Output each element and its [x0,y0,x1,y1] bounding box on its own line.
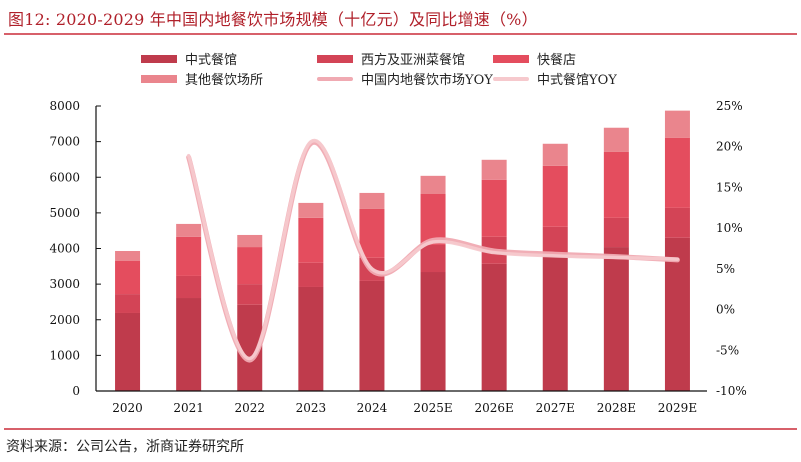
legend-item-fast-food: 快餐店 [493,49,576,68]
bar-segment [237,234,263,248]
x-tick-label: 2029E [658,401,697,415]
bar-segment [115,294,141,313]
legend-label: 快餐店 [537,53,577,68]
bar-segment [603,151,629,218]
legend-label: 其他餐饮场所 [185,73,264,88]
legend-label: 中国内地餐饮市场YOY [361,73,493,88]
bar-segment [603,217,629,248]
bar-segment [664,137,690,208]
bar-segment [298,217,324,263]
legend-label: 中式餐馆YOY [537,73,617,88]
bar-segment [420,272,446,391]
y-left-tick-label: 0 [72,384,80,398]
bar-segment [176,223,202,237]
legend-item-chinese-restaurant: 中式餐馆 [141,49,237,68]
bar-segment [603,247,629,391]
y-right-tick-label: 25% [716,99,743,113]
bar-segment [481,263,507,391]
bar-segment [359,280,385,391]
y-right-tick-label: 15% [716,180,743,194]
bar-segment [420,244,446,273]
bar-segment [603,127,629,152]
y-left-tick-label: 4000 [49,242,80,256]
legend-swatch [317,54,353,63]
bar-segment [176,298,202,391]
bar-segment [542,143,568,166]
legend-label: 中式餐馆 [185,53,238,68]
y-right-tick-label: 0% [716,303,735,317]
y-left-tick-label: 1000 [49,348,80,362]
x-tick-label: 2028E [597,401,636,415]
legend-swatch [141,54,177,63]
y-left-tick-label: 8000 [49,99,80,113]
chart-title: 图12: 2020-2029 年中国内地餐饮市场规模（十亿元）及同比增速（%） [8,10,538,29]
x-tick-label: 2022 [234,401,265,415]
chart-legend: 中式餐馆 西方及亚洲菜餐馆 快餐店 其他餐饮场所 中国内地餐饮市场YOY 中式餐… [0,0,801,100]
chinese-restaurant-yoy-line [186,138,680,361]
x-tick-label: 2020 [112,401,143,415]
bar-segment [298,262,324,287]
bar-segment [176,275,202,299]
bar-segment [115,260,141,295]
bar-segment [664,237,690,391]
legend-item-western-asian-restaurant: 西方及亚洲菜餐馆 [317,49,465,68]
x-tick-label: 2026E [474,401,513,415]
x-tick-label: 2024 [357,401,388,415]
title-divider [4,33,797,35]
y-right-tick-label: 10% [716,221,743,235]
source-note: 资料来源：公司公告，浙商证券研究所 [6,439,244,455]
bar-segment [481,179,507,237]
legend-line-swatch [493,76,529,81]
x-tick-label: 2025E [413,401,452,415]
footer-divider [4,428,797,430]
bar-segment [542,255,568,391]
legend-swatch [493,54,529,63]
legend-label: 西方及亚洲菜餐馆 [361,53,466,68]
y-right-tick-label: 20% [716,140,743,154]
legend-line-swatch [317,76,353,81]
stacked-bars [115,110,690,391]
bar-segment [420,193,446,245]
x-tick-label: 2027E [536,401,575,415]
bar-segment [237,284,263,305]
bar-segment [542,226,568,256]
bar-segment [298,202,324,218]
bar-segment [542,165,568,227]
bar-segment [176,236,202,276]
bar-segment [664,207,690,238]
y-right-tick-label: -5% [716,343,739,357]
legend-item-other-venues: 其他餐饮场所 [141,69,263,88]
legend-item-market-yoy: 中国内地餐饮市场YOY [317,69,493,88]
y-right-tick-label: -10% [716,384,747,398]
legend-item-chinese-restaurant-yoy: 中式餐馆YOY [493,69,617,88]
bar-segment [359,208,385,258]
yoy-lines [186,138,680,363]
bar-segment [481,159,507,180]
bar-segment [420,175,446,194]
bar-segment [664,110,690,138]
y-left-tick-label: 2000 [49,313,80,327]
bar-segment [298,286,324,391]
bar-segment [115,250,141,261]
bar-segment [359,192,385,209]
y-right-tick-label: 5% [716,262,735,276]
x-tick-label: 2021 [173,401,204,415]
y-left-tick-label: 3000 [49,277,80,291]
bar-segment [237,247,263,285]
y-left-tick-label: 7000 [49,135,80,149]
chart-axes: 0 1000 2000 3000 4000 5000 6000 7000 8000 -10% -5%… [49,99,746,415]
bar-segment [115,312,141,391]
y-left-tick-label: 6000 [49,170,80,184]
y-left-tick-label: 5000 [49,206,80,220]
legend-swatch [141,74,177,83]
x-tick-label: 2023 [296,401,327,415]
